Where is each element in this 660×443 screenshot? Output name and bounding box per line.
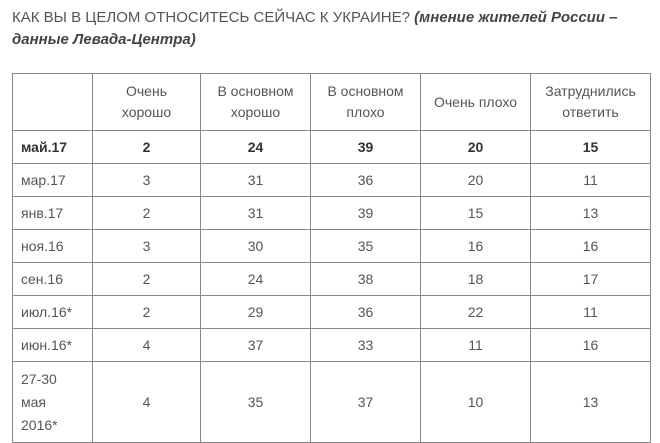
row-label: сен.16: [12, 262, 93, 296]
cell: 4: [92, 361, 201, 443]
cell: 30: [200, 229, 311, 263]
cell: 31: [200, 163, 311, 197]
cell: 24: [200, 130, 311, 164]
cell: 11: [530, 163, 651, 197]
header-cell: Очень плохо: [420, 73, 531, 131]
cell: 20: [420, 163, 531, 197]
table: Очень хорошо В основном хорошо В основном …: [12, 73, 651, 443]
table-row: ноя.16 3 30 35 16 16: [12, 229, 651, 263]
header-row: Очень хорошо В основном хорошо В основном …: [12, 73, 651, 131]
cell: 15: [530, 130, 651, 164]
cell: 35: [310, 229, 421, 263]
cell: 3: [92, 229, 201, 263]
row-label: май.17: [12, 130, 93, 164]
table-body: май.17 2 24 39 20 15 мар.17 3 31 36 20 11 янв.17 2 31 3…: [12, 130, 651, 443]
row-label: янв.17: [12, 196, 93, 230]
cell: 4: [92, 328, 201, 362]
cell: 11: [420, 328, 531, 362]
row-label: июл.16*: [12, 295, 93, 329]
cell: 39: [310, 130, 421, 164]
header-cell: В основном плохо: [310, 73, 421, 131]
cell: 2: [92, 196, 201, 230]
cell: 16: [420, 229, 531, 263]
cell: 10: [420, 361, 531, 443]
cell: 2: [92, 295, 201, 329]
table-row: май.17 2 24 39 20 15: [12, 130, 651, 164]
title-note: (мнение жителей России – данные Левада-Ц…: [12, 9, 618, 48]
cell: 16: [530, 229, 651, 263]
header-cell: [12, 73, 93, 131]
cell: 13: [530, 196, 651, 230]
table-row: сен.16 2 24 38 18 17: [12, 262, 651, 296]
cell: 33: [310, 328, 421, 362]
cell: 20: [420, 130, 531, 164]
cell: 13: [530, 361, 651, 443]
cell: 37: [200, 328, 311, 362]
row-label: июн.16*: [12, 328, 93, 362]
cell: 11: [530, 295, 651, 329]
cell: 2: [92, 130, 201, 164]
table-row: июн.16* 4 37 33 11 16: [12, 328, 651, 362]
row-label: ноя.16: [12, 229, 93, 263]
cell: 15: [420, 196, 531, 230]
cell: 31: [200, 196, 311, 230]
row-label: 27-30 мая 2016*: [12, 361, 93, 443]
cell: 38: [310, 262, 421, 296]
title: КАК ВЫ В ЦЕЛОМ ОТНОСИТЕСЬ СЕЙЧАС К УКРАИ…: [12, 7, 657, 51]
cell: 22: [420, 295, 531, 329]
cell: 35: [200, 361, 311, 443]
cell: 37: [310, 361, 421, 443]
cell: 16: [530, 328, 651, 362]
cell: 39: [310, 196, 421, 230]
cell: 18: [420, 262, 531, 296]
table-row: янв.17 2 31 39 15 13: [12, 196, 651, 230]
table-row: 27-30 мая 2016* 4 35 37 10 13: [12, 361, 651, 443]
table-row: июл.16* 2 29 36 22 11: [12, 295, 651, 329]
cell: 24: [200, 262, 311, 296]
row-label: мар.17: [12, 163, 93, 197]
table-row: мар.17 3 31 36 20 11: [12, 163, 651, 197]
header-cell: Затруднились ответить: [530, 73, 651, 131]
header-cell: В основном хорошо: [200, 73, 311, 131]
cell: 2: [92, 262, 201, 296]
header-cell: Очень хорошо: [92, 73, 201, 131]
cell: 3: [92, 163, 201, 197]
cell: 17: [530, 262, 651, 296]
title-main: КАК ВЫ В ЦЕЛОМ ОТНОСИТЕСЬ СЕЙЧАС К УКРАИ…: [12, 9, 410, 26]
cell: 29: [200, 295, 311, 329]
cell: 36: [310, 163, 421, 197]
cell: 36: [310, 295, 421, 329]
